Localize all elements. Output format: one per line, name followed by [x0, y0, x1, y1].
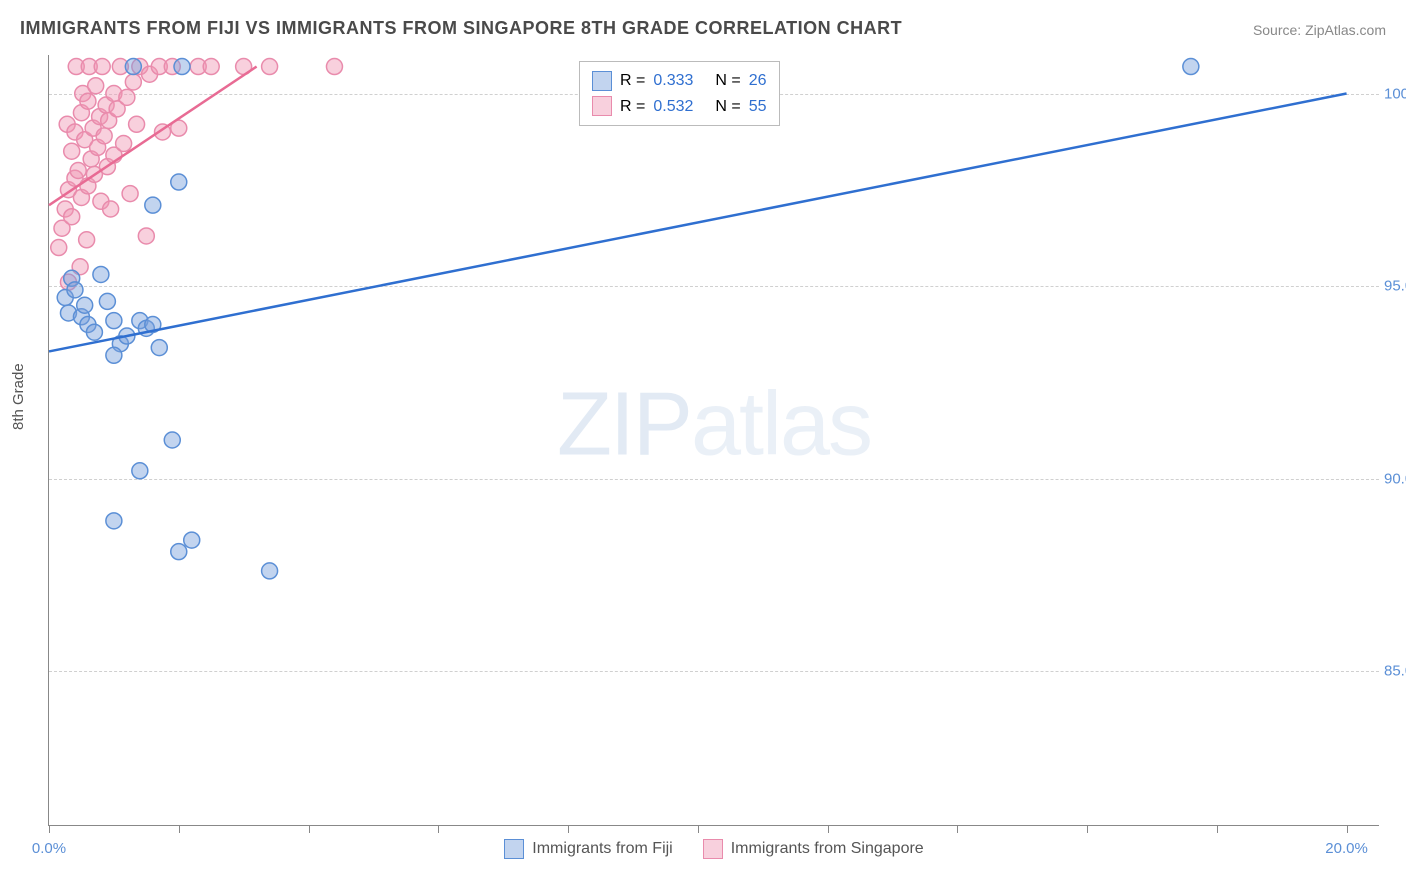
data-point — [86, 324, 102, 340]
legend-item-fiji: Immigrants from Fiji — [504, 839, 672, 859]
xtick — [1217, 825, 1218, 833]
source-link[interactable]: ZipAtlas.com — [1305, 22, 1386, 38]
xtick — [1347, 825, 1348, 833]
data-point — [64, 143, 80, 159]
source-credit: Source: ZipAtlas.com — [1253, 22, 1386, 38]
xtick — [309, 825, 310, 833]
xtick — [957, 825, 958, 833]
legend-n-singapore: 55 — [749, 94, 767, 120]
legend-r-singapore: 0.532 — [653, 94, 693, 120]
legend-r-prefix: R = — [620, 94, 645, 120]
data-point — [174, 59, 190, 75]
data-point — [1183, 59, 1199, 75]
data-point — [79, 232, 95, 248]
data-point — [326, 59, 342, 75]
data-point — [145, 197, 161, 213]
data-point — [138, 228, 154, 244]
data-point — [70, 163, 86, 179]
data-point — [106, 347, 122, 363]
data-point — [125, 59, 141, 75]
scatter-svg — [49, 55, 1379, 825]
ytick-label: 90.0% — [1384, 470, 1406, 487]
data-point — [99, 293, 115, 309]
data-point — [203, 59, 219, 75]
legend-r-fiji: 0.333 — [653, 68, 693, 94]
xtick — [828, 825, 829, 833]
ytick-label: 95.0% — [1384, 278, 1406, 295]
chart-plot-area: ZIPatlas 85.0%90.0%95.0%100.0%0.0%20.0% … — [48, 55, 1379, 826]
legend-n-prefix: N = — [715, 68, 740, 94]
legend-row-singapore: R = 0.532 N = 55 — [592, 94, 767, 120]
xtick — [49, 825, 50, 833]
data-point — [119, 89, 135, 105]
data-point — [132, 463, 148, 479]
series-legend: Immigrants from Fiji Immigrants from Sin… — [49, 839, 1379, 859]
y-axis-label: 8th Grade — [10, 363, 27, 430]
data-point — [51, 240, 67, 256]
data-point — [262, 563, 278, 579]
swatch-singapore — [592, 96, 612, 116]
ytick-label: 100.0% — [1384, 85, 1406, 102]
xtick — [568, 825, 569, 833]
trend-line — [49, 94, 1347, 352]
data-point — [171, 544, 187, 560]
data-point — [93, 266, 109, 282]
data-point — [77, 297, 93, 313]
data-point — [106, 313, 122, 329]
data-point — [125, 74, 141, 90]
data-point — [103, 201, 119, 217]
legend-item-singapore: Immigrants from Singapore — [703, 839, 924, 859]
swatch-singapore — [703, 839, 723, 859]
data-point — [184, 532, 200, 548]
legend-label-singapore: Immigrants from Singapore — [731, 840, 924, 858]
data-point — [80, 93, 96, 109]
data-point — [262, 59, 278, 75]
xtick — [179, 825, 180, 833]
correlation-legend: R = 0.333 N = 26 R = 0.532 N = 55 — [579, 61, 780, 126]
legend-row-fiji: R = 0.333 N = 26 — [592, 68, 767, 94]
legend-n-prefix: N = — [715, 94, 740, 120]
data-point — [129, 116, 145, 132]
legend-r-prefix: R = — [620, 68, 645, 94]
xtick — [438, 825, 439, 833]
swatch-fiji — [592, 71, 612, 91]
xtick — [1087, 825, 1088, 833]
chart-title: IMMIGRANTS FROM FIJI VS IMMIGRANTS FROM … — [20, 18, 902, 39]
data-point — [171, 174, 187, 190]
source-label: Source: — [1253, 22, 1305, 38]
data-point — [64, 209, 80, 225]
data-point — [151, 340, 167, 356]
data-point — [96, 128, 112, 144]
data-point — [106, 513, 122, 529]
legend-n-fiji: 26 — [749, 68, 767, 94]
legend-label-fiji: Immigrants from Fiji — [532, 840, 672, 858]
data-point — [67, 282, 83, 298]
xtick — [698, 825, 699, 833]
data-point — [116, 136, 132, 152]
data-point — [164, 432, 180, 448]
data-point — [122, 186, 138, 202]
data-point — [88, 78, 104, 94]
data-point — [94, 59, 110, 75]
ytick-label: 85.0% — [1384, 663, 1406, 680]
swatch-fiji — [504, 839, 524, 859]
